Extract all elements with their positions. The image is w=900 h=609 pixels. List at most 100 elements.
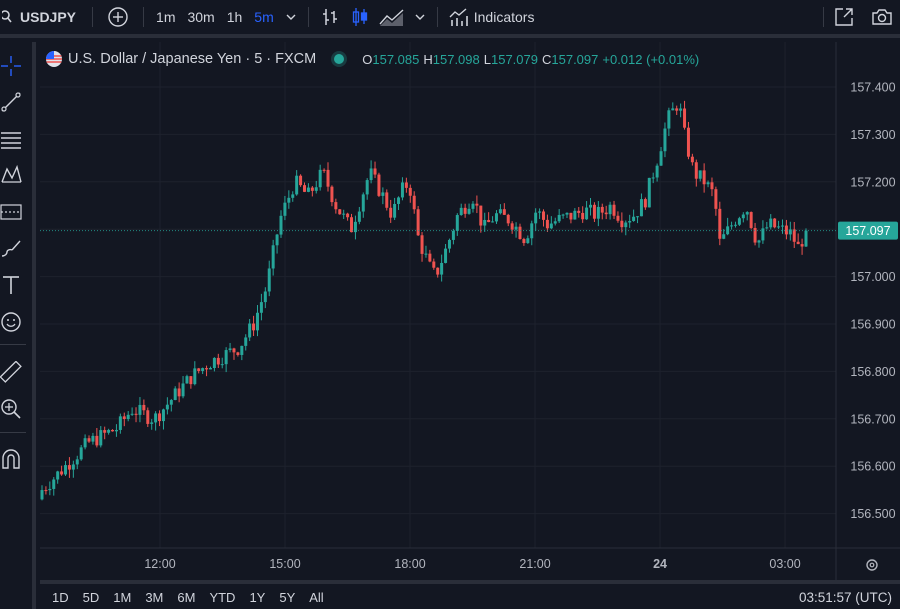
candle-body (346, 213, 350, 218)
high-key: H (423, 51, 433, 67)
candle-body (745, 212, 749, 215)
interval-5m[interactable]: 5m (254, 9, 274, 25)
candle-body (310, 187, 314, 191)
range-1d[interactable]: 1D (52, 589, 69, 605)
candles-chart-type-button[interactable] (345, 0, 375, 36)
area-chart-icon (379, 9, 404, 26)
range-6m[interactable]: 6M (177, 589, 196, 605)
candle-body (232, 348, 236, 353)
brush-tool[interactable] (0, 236, 22, 260)
fullscreen-button[interactable] (834, 0, 854, 36)
candle-body (154, 413, 158, 423)
candle-body (675, 108, 679, 111)
candle-body (275, 234, 279, 246)
candle-body (185, 376, 189, 384)
range-ytd[interactable]: YTD (209, 589, 236, 605)
candle-body (753, 227, 757, 243)
candle-body (749, 212, 753, 228)
candle-body (404, 182, 408, 188)
interval-dropdown[interactable] (280, 0, 302, 36)
candle-body (79, 447, 83, 460)
candle-body (436, 267, 440, 275)
candle-body (279, 215, 283, 235)
magnet-icon (2, 449, 20, 469)
candle-body (589, 204, 593, 208)
candle-body (408, 187, 412, 196)
chart-type-dropdown[interactable] (409, 0, 431, 36)
candle-body (361, 194, 365, 212)
pattern-tool[interactable] (0, 163, 22, 187)
snapshot-button[interactable] (871, 0, 893, 36)
candle-body (228, 348, 232, 351)
trend-line-icon (1, 92, 21, 112)
candle-body (350, 217, 354, 233)
icon-tool[interactable] (0, 310, 22, 334)
forecasting-tool[interactable] (0, 200, 22, 224)
x-tick-label: 24 (653, 557, 667, 571)
range-5y[interactable]: 5Y (279, 589, 296, 605)
candle-body (624, 222, 628, 228)
interval-30m[interactable]: 30m (187, 9, 215, 25)
measure-tool[interactable] (0, 360, 22, 384)
bar-chart-type-button[interactable] (315, 0, 345, 36)
y-tick-label: 157.300 (850, 128, 895, 142)
candle-body (224, 350, 228, 365)
ohlc-high: H157.098 (423, 52, 479, 67)
candle-body (138, 404, 142, 415)
candle-body (393, 203, 397, 218)
range-all[interactable]: All (309, 589, 324, 605)
toolbar-divider (0, 432, 26, 433)
compare-button[interactable] (99, 0, 137, 36)
candles (40, 100, 808, 501)
range-3m[interactable]: 3M (145, 589, 164, 605)
candle-body (248, 323, 252, 338)
candle-body (498, 209, 502, 214)
candle-body (788, 229, 792, 235)
candle-body (639, 199, 643, 217)
candle-body (173, 388, 177, 401)
candle-body (714, 189, 718, 209)
candle-body (804, 230, 808, 247)
low-value: 157.079 (490, 51, 538, 67)
range-1m[interactable]: 1M (113, 589, 132, 605)
magnet-tool[interactable] (0, 447, 22, 471)
indicators-button[interactable]: Indicators (444, 0, 539, 36)
candle-body (283, 202, 287, 216)
chevron-down-icon (286, 14, 296, 20)
instrument-title[interactable]: U.S. Dollar / Japanese Yen · 5 · FXCM (68, 51, 317, 67)
candle-body (52, 479, 56, 489)
text-tool[interactable] (0, 273, 22, 297)
symbol-search[interactable]: USDJPY (0, 0, 76, 36)
open-key: O (362, 51, 373, 67)
crosshair-tool[interactable] (0, 54, 22, 78)
axis-settings-icon[interactable] (866, 559, 878, 571)
candle-body (64, 465, 68, 475)
y-tick-label: 156.500 (850, 507, 895, 521)
zoom-tool[interactable] (0, 397, 22, 421)
candle-body (381, 192, 385, 196)
fib-retracement-tool[interactable] (0, 127, 22, 151)
candle-body (111, 429, 115, 432)
trend-line-tool[interactable] (0, 90, 22, 114)
candle-body (741, 214, 745, 219)
candle-body (142, 404, 146, 411)
market-status-dot[interactable] (334, 54, 345, 64)
y-tick-label: 156.800 (850, 365, 895, 379)
candle-body (400, 182, 404, 198)
candle-body (690, 156, 694, 163)
search-icon (2, 10, 12, 23)
candle-body (107, 429, 111, 433)
interval-1h[interactable]: 1h (226, 9, 243, 25)
candle-body (757, 240, 761, 243)
area-chart-type-button[interactable] (375, 0, 409, 36)
candle-body (565, 212, 569, 215)
range-5d[interactable]: 5D (82, 589, 100, 605)
interval-1m[interactable]: 1m (156, 9, 176, 25)
utc-clock[interactable]: 03:51:57 (UTC) (798, 589, 892, 605)
candle-body (636, 216, 640, 218)
candle-body (447, 239, 451, 249)
candle-body (338, 209, 342, 215)
range-1y[interactable]: 1Y (249, 589, 266, 605)
candle-body (616, 215, 620, 221)
